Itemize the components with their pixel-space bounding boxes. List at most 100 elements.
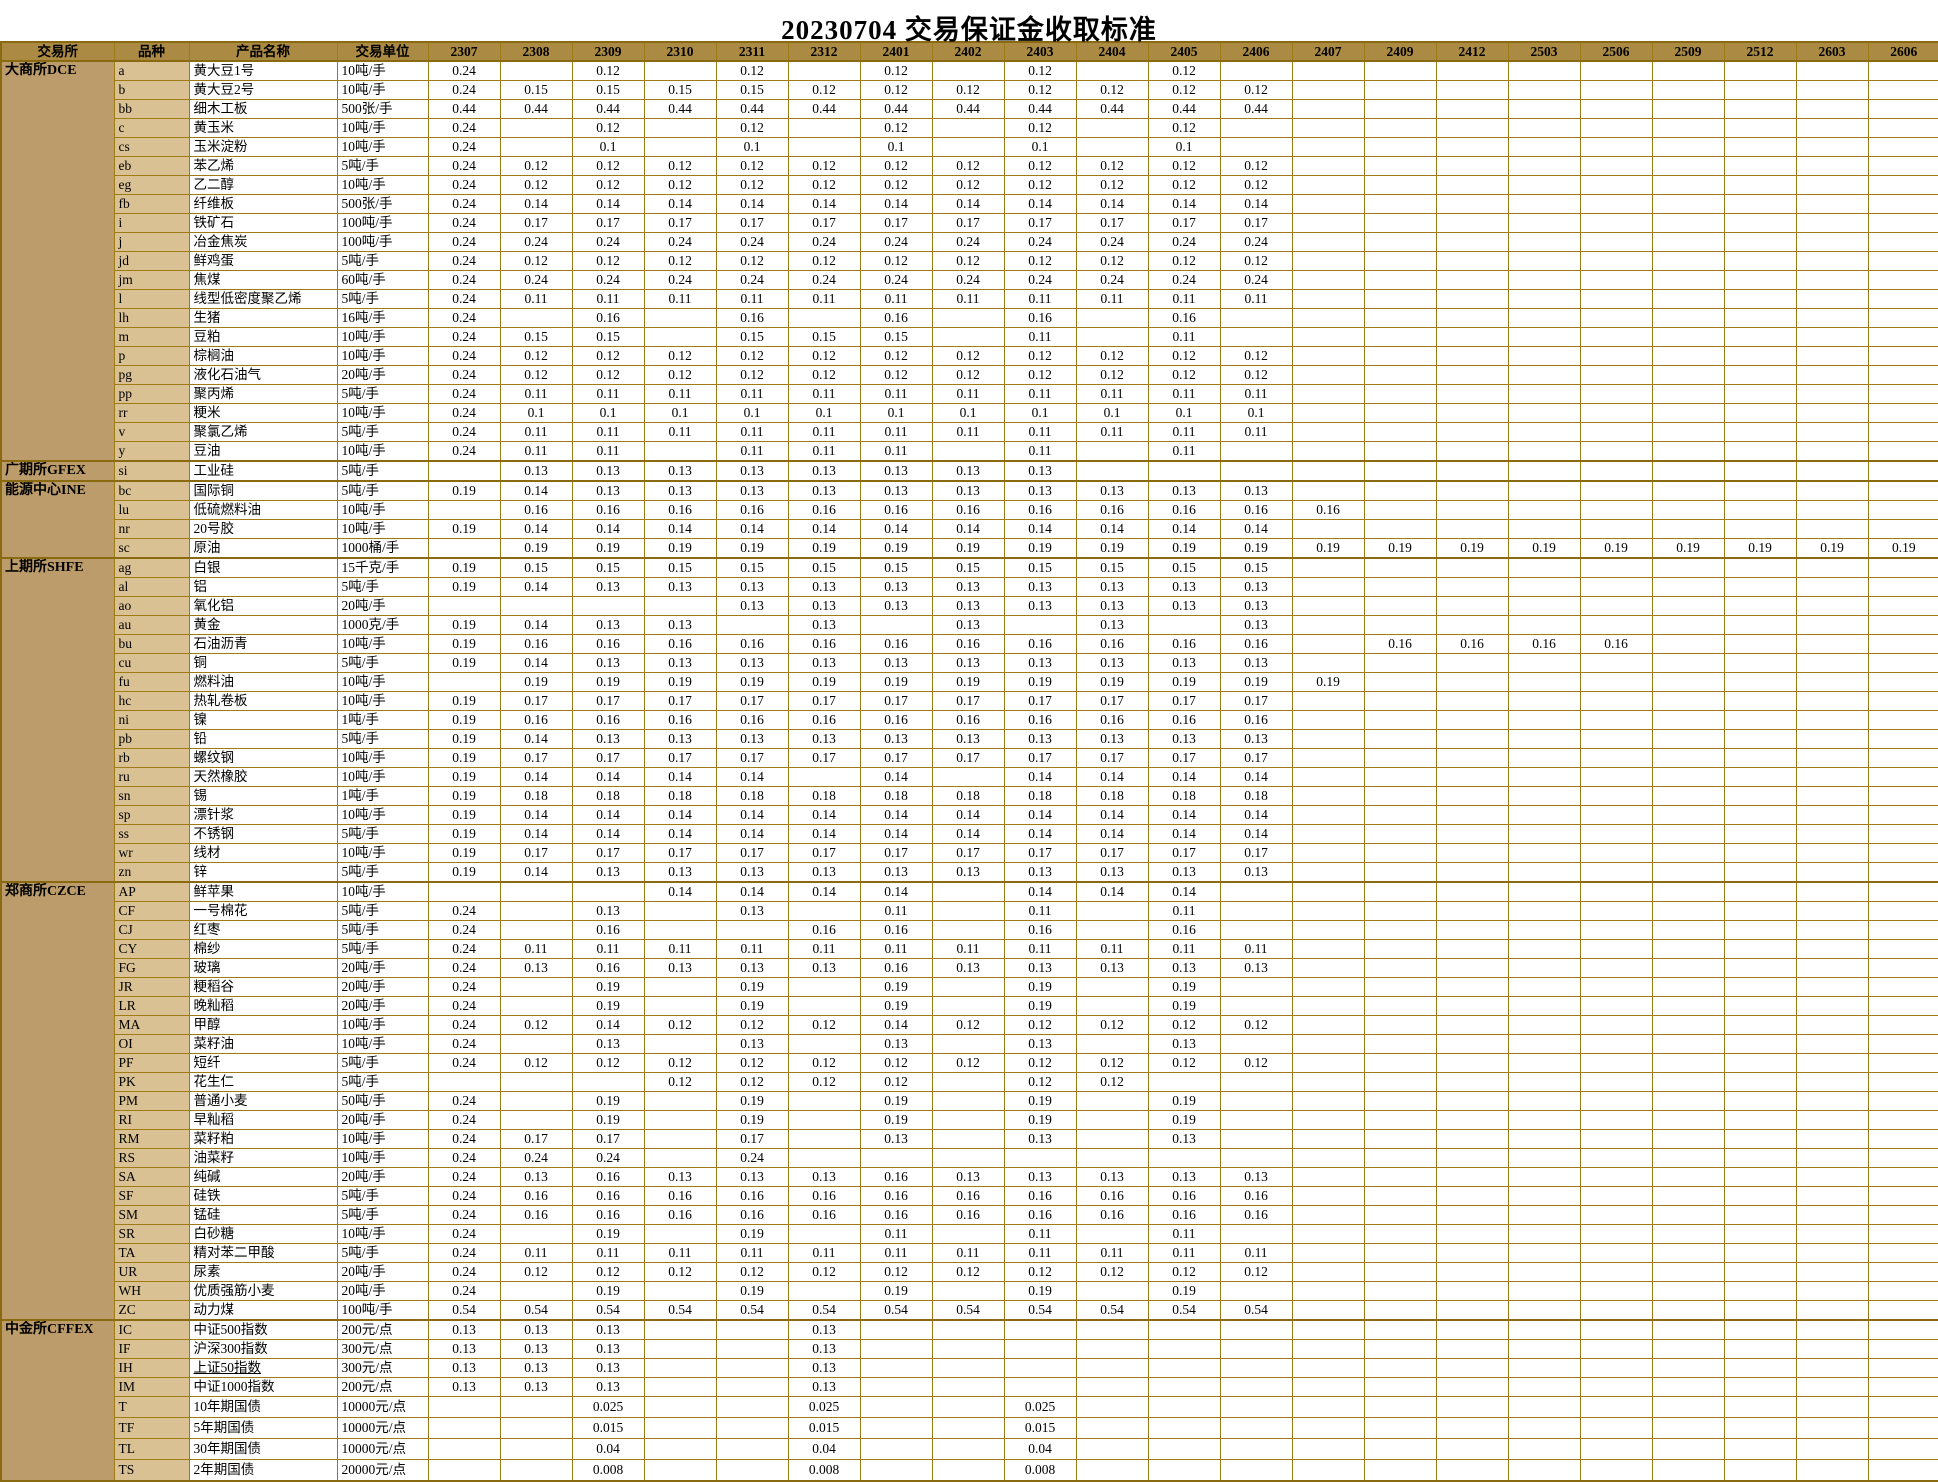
product-name-cell[interactable]: 黄大豆2号 bbox=[188, 80, 338, 100]
margin-rate-cell[interactable]: 0.13 bbox=[427, 1358, 501, 1378]
variety-code-cell[interactable]: SM bbox=[113, 1205, 190, 1225]
margin-rate-cell[interactable] bbox=[1435, 1358, 1509, 1378]
margin-rate-cell[interactable] bbox=[1867, 615, 1938, 635]
margin-rate-cell[interactable] bbox=[1291, 1459, 1365, 1482]
margin-rate-cell[interactable]: 0.12 bbox=[1075, 251, 1149, 271]
margin-rate-cell[interactable] bbox=[499, 1396, 573, 1418]
product-name-cell[interactable]: 铝 bbox=[188, 577, 338, 597]
trade-unit-cell[interactable]: 20吨/手 bbox=[336, 596, 429, 616]
product-name-cell[interactable]: 菜籽粕 bbox=[188, 1129, 338, 1149]
margin-rate-cell[interactable] bbox=[1291, 1438, 1365, 1460]
margin-rate-cell[interactable]: 0.11 bbox=[931, 1243, 1005, 1263]
margin-rate-cell[interactable]: 0.15 bbox=[715, 80, 789, 100]
product-name-cell[interactable]: 铜 bbox=[188, 653, 338, 673]
margin-rate-cell[interactable] bbox=[1579, 615, 1653, 635]
margin-rate-cell[interactable]: 0.16 bbox=[571, 500, 645, 520]
margin-rate-cell[interactable] bbox=[1795, 862, 1869, 883]
margin-rate-cell[interactable]: 0.1 bbox=[499, 403, 573, 423]
margin-rate-cell[interactable] bbox=[1507, 1358, 1581, 1378]
margin-rate-cell[interactable]: 0.14 bbox=[787, 881, 861, 902]
margin-rate-cell[interactable]: 0.11 bbox=[1147, 939, 1221, 959]
margin-rate-cell[interactable] bbox=[1363, 1186, 1437, 1206]
margin-rate-cell[interactable]: 0.24 bbox=[499, 232, 573, 252]
margin-rate-cell[interactable]: 0.13 bbox=[787, 615, 861, 635]
margin-rate-cell[interactable] bbox=[1795, 653, 1869, 673]
margin-rate-cell[interactable] bbox=[1219, 920, 1293, 940]
variety-code-cell[interactable]: TS bbox=[113, 1459, 190, 1482]
margin-rate-cell[interactable]: 0.24 bbox=[427, 194, 501, 214]
variety-code-cell[interactable]: ru bbox=[113, 767, 190, 787]
margin-rate-cell[interactable]: 0.19 bbox=[859, 1110, 933, 1130]
margin-rate-cell[interactable] bbox=[1435, 996, 1509, 1016]
margin-rate-cell[interactable] bbox=[931, 1148, 1005, 1168]
margin-rate-cell[interactable]: 0.24 bbox=[859, 232, 933, 252]
margin-rate-cell[interactable] bbox=[1507, 60, 1581, 81]
margin-rate-cell[interactable] bbox=[1291, 1377, 1365, 1397]
margin-rate-cell[interactable]: 0.15 bbox=[571, 327, 645, 347]
margin-rate-cell[interactable]: 0.16 bbox=[859, 920, 933, 940]
margin-rate-cell[interactable]: 0.24 bbox=[427, 1015, 501, 1035]
margin-rate-cell[interactable] bbox=[787, 1281, 861, 1301]
product-name-cell[interactable]: 石油沥青 bbox=[188, 634, 338, 654]
margin-rate-cell[interactable]: 0.19 bbox=[1003, 977, 1077, 997]
margin-rate-cell[interactable] bbox=[643, 1129, 717, 1149]
margin-rate-cell[interactable] bbox=[1651, 634, 1725, 654]
margin-rate-cell[interactable]: 0.54 bbox=[499, 1300, 573, 1321]
variety-code-cell[interactable]: cu bbox=[113, 653, 190, 673]
margin-rate-cell[interactable]: 0.13 bbox=[1003, 958, 1077, 978]
margin-rate-cell[interactable]: 0.13 bbox=[1147, 1129, 1221, 1149]
product-name-cell[interactable]: 花生仁 bbox=[188, 1072, 338, 1092]
margin-rate-cell[interactable]: 0.12 bbox=[571, 118, 645, 138]
margin-rate-cell[interactable]: 0.17 bbox=[859, 748, 933, 768]
product-name-cell[interactable]: 粳稻谷 bbox=[188, 977, 338, 997]
margin-rate-cell[interactable]: 0.16 bbox=[499, 634, 573, 654]
margin-rate-cell[interactable]: 0.19 bbox=[427, 634, 501, 654]
product-name-cell[interactable]: 国际铜 bbox=[188, 480, 338, 501]
margin-rate-cell[interactable] bbox=[1363, 1396, 1437, 1418]
margin-rate-cell[interactable]: 0.16 bbox=[1147, 634, 1221, 654]
margin-rate-cell[interactable] bbox=[1723, 843, 1797, 863]
margin-rate-cell[interactable] bbox=[1795, 327, 1869, 347]
margin-rate-cell[interactable] bbox=[1651, 1438, 1725, 1460]
margin-rate-cell[interactable]: 0.13 bbox=[571, 480, 645, 501]
product-name-cell[interactable]: 晚籼稻 bbox=[188, 996, 338, 1016]
margin-rate-cell[interactable] bbox=[787, 1148, 861, 1168]
margin-rate-cell[interactable]: 0.13 bbox=[1219, 577, 1293, 597]
margin-rate-cell[interactable] bbox=[1579, 99, 1653, 119]
margin-rate-cell[interactable]: 0.16 bbox=[1147, 308, 1221, 328]
margin-rate-cell[interactable]: 0.14 bbox=[499, 519, 573, 539]
margin-rate-cell[interactable] bbox=[1075, 1034, 1149, 1054]
margin-rate-cell[interactable] bbox=[1291, 1186, 1365, 1206]
margin-rate-cell[interactable] bbox=[1795, 1300, 1869, 1321]
margin-rate-cell[interactable]: 0.18 bbox=[643, 786, 717, 806]
margin-rate-cell[interactable] bbox=[1795, 460, 1869, 482]
margin-rate-cell[interactable] bbox=[1291, 767, 1365, 787]
margin-rate-cell[interactable] bbox=[1507, 1129, 1581, 1149]
margin-rate-cell[interactable] bbox=[1795, 1167, 1869, 1187]
margin-rate-cell[interactable]: 0.17 bbox=[931, 213, 1005, 233]
margin-rate-cell[interactable] bbox=[1867, 1459, 1938, 1482]
margin-rate-cell[interactable] bbox=[1507, 1205, 1581, 1225]
margin-rate-cell[interactable] bbox=[1507, 441, 1581, 462]
margin-rate-cell[interactable] bbox=[1651, 1339, 1725, 1359]
margin-rate-cell[interactable]: 0.24 bbox=[715, 232, 789, 252]
margin-rate-cell[interactable] bbox=[787, 137, 861, 157]
margin-rate-cell[interactable] bbox=[571, 596, 645, 616]
product-name-cell[interactable]: 短纤 bbox=[188, 1053, 338, 1073]
trade-unit-cell[interactable]: 10吨/手 bbox=[336, 767, 429, 787]
margin-rate-cell[interactable]: 0.12 bbox=[1147, 1262, 1221, 1282]
margin-rate-cell[interactable] bbox=[1723, 403, 1797, 423]
margin-rate-cell[interactable]: 0.24 bbox=[427, 137, 501, 157]
margin-rate-cell[interactable] bbox=[1795, 308, 1869, 328]
margin-rate-cell[interactable] bbox=[1291, 194, 1365, 214]
margin-rate-cell[interactable] bbox=[1579, 1262, 1653, 1282]
margin-rate-cell[interactable] bbox=[1867, 710, 1938, 730]
margin-rate-cell[interactable]: 0.12 bbox=[1147, 60, 1221, 81]
margin-rate-cell[interactable] bbox=[643, 1281, 717, 1301]
margin-rate-cell[interactable]: 0.12 bbox=[1075, 1015, 1149, 1035]
margin-rate-cell[interactable] bbox=[1579, 1015, 1653, 1035]
margin-rate-cell[interactable]: 0.19 bbox=[1723, 538, 1797, 559]
variety-code-cell[interactable]: LR bbox=[113, 996, 190, 1016]
margin-rate-cell[interactable]: 0.24 bbox=[427, 175, 501, 195]
margin-rate-cell[interactable] bbox=[931, 1091, 1005, 1111]
